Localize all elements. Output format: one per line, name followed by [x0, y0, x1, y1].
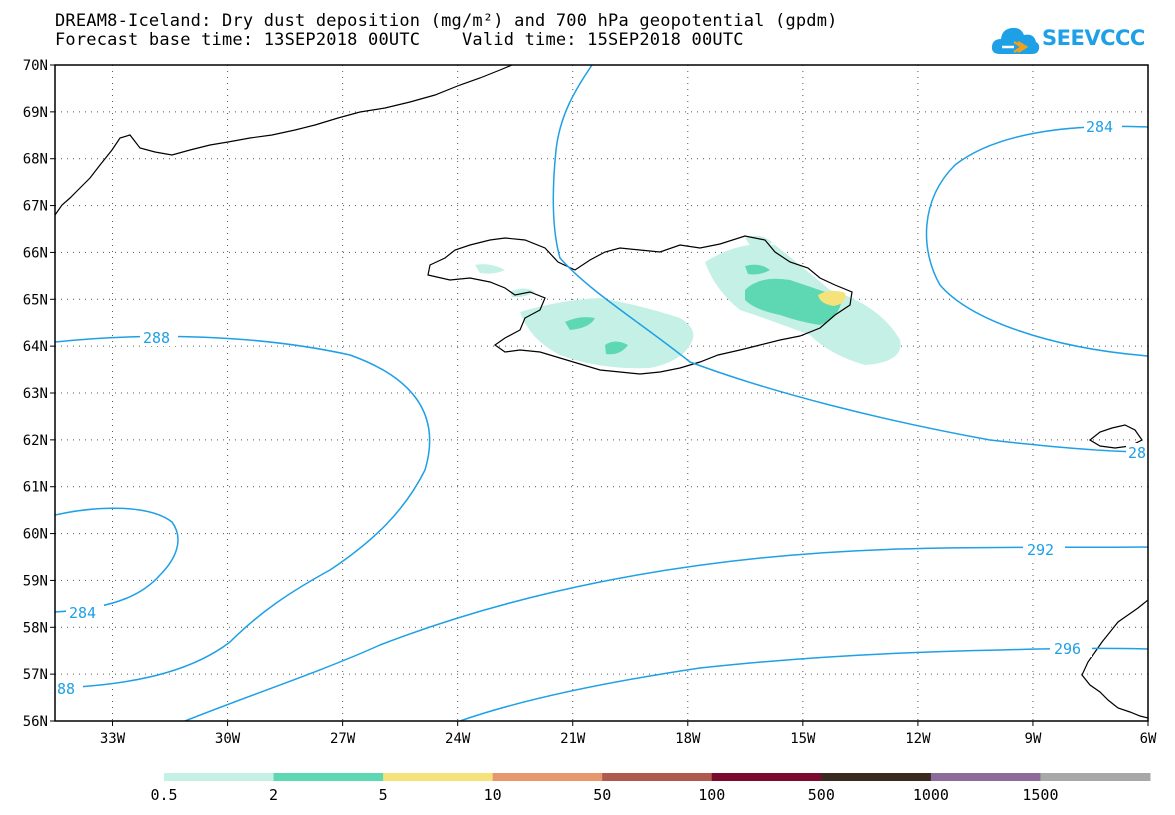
latitude-label: 65N: [23, 292, 48, 308]
latitude-label: 64N: [23, 339, 48, 355]
colorbar-swatch: [821, 773, 932, 781]
logo-text: SEEVCCC: [1042, 26, 1145, 50]
dust-area-0.5: [475, 264, 505, 274]
longitude-label: 30W: [215, 731, 241, 747]
contour-label-288: 88: [57, 680, 75, 698]
dust-area-2: [605, 341, 628, 355]
colorbar-label: 1500: [1022, 786, 1059, 804]
dust-area-2: [745, 264, 770, 275]
longitude-label: 15W: [790, 731, 816, 747]
latitude-label: 59N: [23, 573, 48, 589]
contour-line: [55, 507, 179, 613]
longitude-label: 33W: [100, 731, 126, 747]
contour-label-284: 284: [1086, 118, 1113, 136]
longitude-label: 12W: [905, 731, 931, 747]
dust-area-0.5: [745, 235, 772, 250]
latitude-label: 67N: [23, 199, 48, 215]
contour-line: [552, 65, 1148, 453]
dust-area-2: [565, 317, 595, 330]
contour-label-296: 296: [1054, 640, 1081, 658]
colorbar-label: 100: [698, 786, 726, 804]
longitude-label: 27W: [330, 731, 356, 747]
longitude-label: 18W: [675, 731, 701, 747]
colorbar-swatch: [1040, 773, 1151, 781]
longitude-labels: 33W 30W 27W 24W 21W 18W 15W 12W 9W 6W: [100, 721, 1157, 747]
colorbar-label: 50: [593, 786, 612, 804]
faroe-islands: [1088, 424, 1143, 449]
latitude-label: 58N: [23, 620, 48, 636]
colorbar-label: 500: [807, 786, 835, 804]
colorbar: [164, 773, 1151, 781]
contour-label-288: 288: [143, 329, 170, 347]
colorbar-label: 0.5: [150, 786, 178, 804]
contour-label-288: 28: [1128, 444, 1146, 462]
scotland-coastline: [1081, 599, 1148, 719]
contour-label-292: 292: [1027, 541, 1054, 559]
contour-line: [184, 546, 1148, 721]
latitude-labels: 70N 69N 68N 67N 66N 65N 64N 63N 62N 61N 60N 59N 58N 5…: [23, 58, 55, 730]
latitude-label: 68N: [23, 152, 48, 168]
latitude-label: 57N: [23, 667, 48, 683]
colorbar-label: 5: [378, 786, 388, 804]
contour-line: [459, 647, 1148, 721]
latitude-label: 70N: [23, 58, 48, 74]
map-title: DREAM8-Iceland: Dry dust deposition (mg/…: [55, 11, 838, 31]
latitude-label: 63N: [23, 386, 48, 402]
latitude-label: 62N: [23, 433, 48, 449]
forecast-times: Forecast base time: 13SEP2018 00UTC Vali…: [55, 30, 744, 50]
dust-area-5: [818, 290, 846, 306]
dust-area-2: [745, 278, 842, 325]
greenland-coastline: [55, 65, 513, 216]
cloud-icon: [991, 27, 1040, 54]
colorbar-swatch: [930, 773, 1041, 781]
colorbar-swatch: [602, 773, 713, 781]
colorbar-label: 2: [269, 786, 279, 804]
latitude-label: 60N: [23, 527, 48, 543]
colorbar-label: 1000: [912, 786, 949, 804]
longitude-label: 6W: [1140, 731, 1157, 747]
contour-line: [55, 335, 431, 689]
colorbar-swatch: [711, 773, 822, 781]
colorbar-swatch: [273, 773, 384, 781]
contour-label-284: 284: [69, 604, 96, 622]
latitude-label: 61N: [23, 480, 48, 496]
dust-area-0.5: [520, 298, 694, 369]
longitude-label: 9W: [1025, 731, 1042, 747]
longitude-label: 21W: [560, 731, 586, 747]
contour-line: [925, 125, 1148, 357]
colorbar-swatch: [383, 773, 494, 781]
longitude-label: 24W: [445, 731, 471, 747]
colorbar-swatch: [164, 773, 275, 781]
latitude-label: 66N: [23, 245, 48, 261]
latitude-label: 69N: [23, 105, 48, 121]
dust-deposition-shading: [475, 235, 901, 369]
latitude-label: 56N: [23, 714, 48, 730]
seevccc-logo: SEEVCCC: [990, 20, 1150, 60]
iceland-coastline: [427, 235, 853, 375]
colorbar-label: 10: [483, 786, 502, 804]
colorbar-swatch: [492, 773, 603, 781]
graticule-grid: [55, 65, 1148, 721]
